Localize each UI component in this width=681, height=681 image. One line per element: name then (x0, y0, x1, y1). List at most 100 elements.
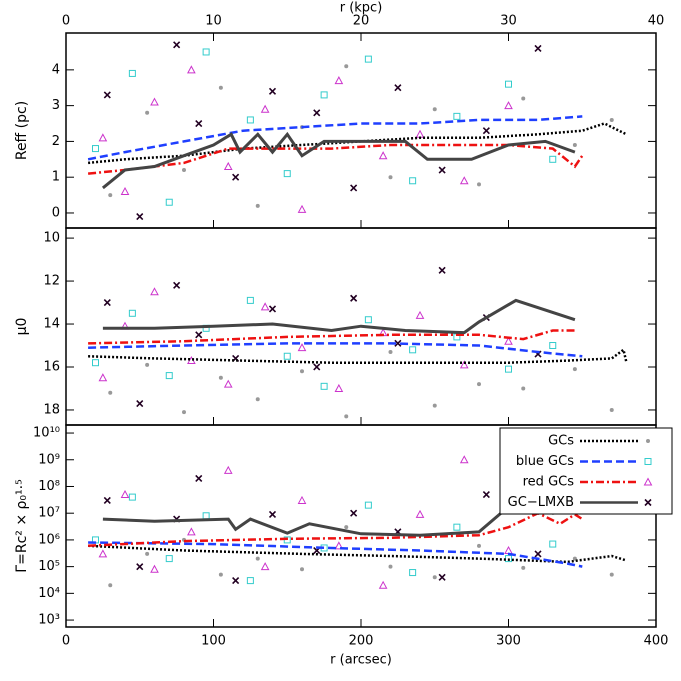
point (415, 509, 425, 518)
y-tick-label: 14 (43, 317, 60, 332)
point (415, 129, 425, 138)
point (165, 198, 173, 206)
legend-label: red GCs (523, 475, 575, 490)
point (145, 110, 150, 115)
point (364, 501, 372, 509)
point (394, 339, 402, 347)
trend-line (88, 544, 627, 564)
point (482, 490, 490, 499)
point (202, 48, 210, 56)
point (438, 166, 446, 174)
point (409, 177, 417, 185)
point (223, 465, 233, 474)
point (195, 119, 203, 128)
point (108, 583, 113, 588)
point (388, 564, 393, 569)
point (136, 399, 144, 408)
point (415, 310, 425, 319)
point (268, 305, 277, 313)
point (572, 367, 577, 372)
x2-tick-label: 30 (500, 14, 517, 29)
point (173, 41, 181, 49)
y-tick-label: 10¹⁰ (33, 426, 60, 441)
point (505, 365, 512, 373)
point (477, 182, 481, 187)
point (128, 309, 136, 317)
point (255, 203, 260, 208)
point (268, 87, 277, 95)
point (378, 580, 388, 589)
point (246, 296, 254, 304)
point (334, 76, 344, 85)
point (432, 107, 437, 112)
y-tick-label: 10⁴ (38, 586, 60, 601)
point (136, 212, 144, 221)
point (350, 184, 358, 192)
point (609, 117, 614, 122)
point (504, 336, 513, 345)
y-tick-label: 1 (52, 170, 60, 185)
point (128, 69, 136, 77)
legend-marker (646, 439, 650, 443)
point (120, 186, 130, 196)
point (521, 96, 526, 101)
point (364, 55, 372, 63)
point (150, 97, 159, 106)
point (609, 407, 614, 412)
point (549, 540, 557, 548)
point (453, 523, 461, 531)
point (350, 509, 358, 517)
point (409, 569, 417, 577)
point (300, 567, 304, 572)
point (128, 493, 136, 501)
point (453, 112, 461, 120)
point (438, 266, 446, 274)
y-tick-label: 10⁸ (38, 479, 60, 494)
x2-tick-label: 40 (648, 14, 665, 29)
y-tick-label: 2 (52, 134, 60, 149)
x-tick-label: 100 (201, 634, 226, 649)
point (313, 109, 321, 117)
point (136, 563, 144, 571)
trend-line (88, 541, 583, 568)
point (364, 316, 372, 324)
y-tick-label: 4 (52, 62, 60, 77)
x-tick-label: 300 (496, 634, 521, 649)
trend-line (87, 143, 584, 175)
point (477, 382, 481, 387)
point (202, 512, 210, 520)
point (438, 573, 446, 581)
y-tick-label: 0 (52, 205, 60, 220)
point (534, 44, 542, 52)
point (103, 91, 111, 99)
point (432, 575, 437, 580)
point (145, 362, 150, 367)
y-tick-label: 10⁶ (38, 532, 60, 547)
point (108, 390, 113, 395)
point (218, 375, 223, 380)
trend-line (88, 511, 583, 548)
x2-tick-label: 10 (205, 14, 222, 29)
point (173, 281, 181, 289)
point (504, 545, 513, 555)
legend-label: GCs (548, 434, 574, 449)
point (255, 397, 260, 402)
point (378, 151, 388, 160)
plot-area (87, 41, 628, 221)
point (459, 176, 469, 185)
point (195, 474, 203, 482)
point (459, 455, 469, 464)
trend-line (87, 122, 628, 165)
y-tick-label: 10⁷ (38, 506, 60, 521)
point (344, 64, 349, 69)
point (388, 349, 393, 354)
y-tick-label: 12 (43, 274, 60, 289)
point (344, 414, 349, 419)
y-tick-label: 10³ (38, 613, 60, 628)
y-tick-label: 10 (43, 231, 60, 246)
panel: 0 1 2 3 4 Reff (pc) 0 10 20 30 40 r (kpc) (14, 1, 664, 229)
point (223, 379, 233, 388)
point (477, 543, 481, 548)
legend-marker (644, 498, 652, 507)
